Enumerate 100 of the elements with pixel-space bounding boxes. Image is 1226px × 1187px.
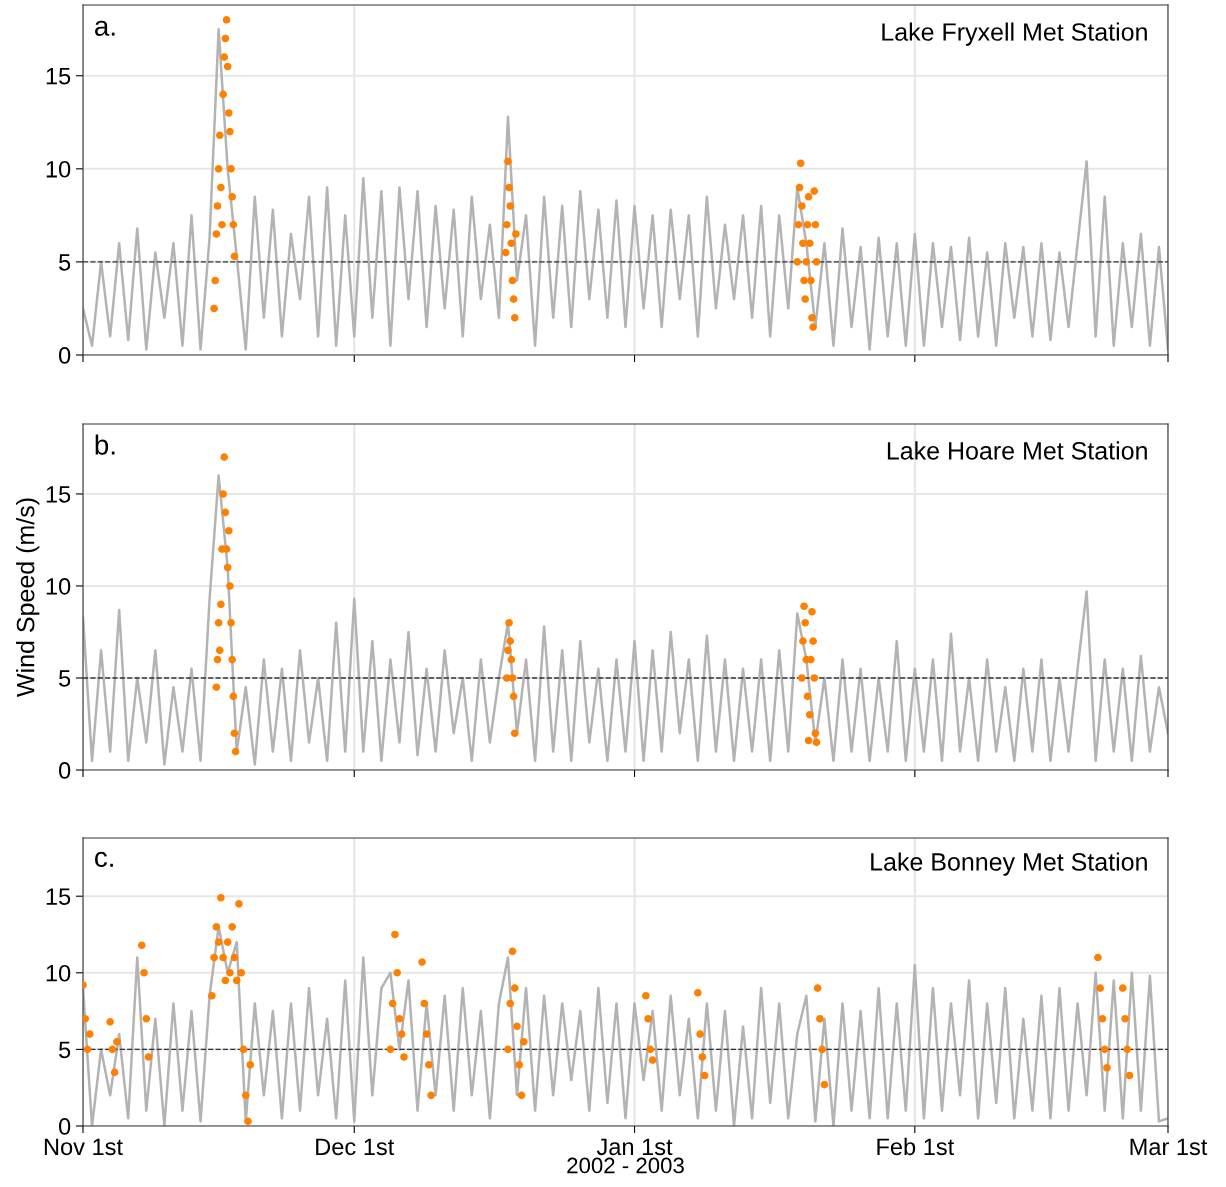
point — [807, 276, 815, 285]
point — [212, 230, 221, 238]
point — [800, 602, 808, 611]
point — [505, 618, 513, 627]
point — [508, 276, 517, 285]
point — [796, 159, 805, 168]
point — [812, 258, 821, 266]
point — [510, 313, 519, 322]
point — [509, 295, 518, 303]
annotation: b. — [95, 434, 115, 455]
point — [798, 202, 806, 210]
y-tick-label: 0 — [58, 1118, 71, 1135]
point — [230, 729, 239, 737]
point — [219, 490, 227, 498]
text: Lake Fryxell Met Station — [882, 22, 1147, 46]
point — [214, 165, 223, 173]
y-tick-label: 10 — [46, 964, 71, 982]
y-tick-label: 15 — [46, 486, 71, 503]
point — [223, 563, 232, 572]
point — [219, 90, 227, 99]
point — [230, 252, 239, 261]
point — [215, 131, 224, 140]
point — [212, 683, 221, 691]
point — [220, 453, 229, 461]
point — [220, 53, 229, 61]
point — [812, 738, 821, 747]
y-axis-title: Wind Speed (m/s) — [16, 498, 40, 697]
line-series — [83, 474, 1168, 766]
point — [795, 183, 804, 192]
point — [809, 637, 817, 645]
y-tick-label: 5 — [59, 1041, 71, 1059]
y-tick-label: 15 — [46, 888, 71, 905]
point — [793, 258, 802, 266]
point — [811, 729, 820, 737]
point — [214, 618, 223, 627]
point — [223, 62, 232, 71]
point — [227, 165, 235, 173]
point — [503, 220, 511, 229]
point — [794, 220, 803, 229]
y-tick-label: 0 — [58, 347, 71, 364]
point — [804, 192, 813, 201]
y-tick-label: 10 — [46, 578, 71, 595]
point — [211, 276, 220, 285]
text: Lake Hoare Met Station — [887, 441, 1147, 460]
point — [510, 729, 519, 737]
point — [801, 618, 810, 627]
point — [504, 646, 512, 655]
x-tick-label: Jan 1st — [596, 1138, 673, 1156]
point — [512, 230, 520, 238]
point — [217, 600, 225, 609]
point — [810, 674, 819, 682]
point — [799, 239, 807, 248]
point — [506, 202, 515, 210]
point — [805, 710, 814, 719]
point — [224, 109, 233, 117]
point — [802, 258, 811, 266]
y-tick-label: 15 — [46, 68, 71, 85]
y-tick-label: 5 — [59, 254, 71, 271]
x-tick-label: Feb 1st — [877, 1137, 955, 1156]
point — [808, 607, 816, 616]
point — [800, 276, 808, 285]
point — [507, 239, 516, 248]
point — [210, 304, 218, 313]
point — [217, 183, 225, 192]
point — [805, 239, 814, 248]
point — [228, 192, 236, 201]
point — [799, 637, 807, 645]
point — [227, 618, 235, 627]
point — [229, 220, 238, 229]
point — [229, 692, 238, 701]
point — [808, 313, 816, 322]
point — [506, 637, 515, 645]
point — [803, 692, 812, 701]
y-tick-label: 0 — [58, 762, 71, 779]
point — [222, 16, 231, 24]
x-tick-label: Mar 1st — [1130, 1138, 1208, 1156]
point — [809, 323, 817, 331]
point — [228, 655, 236, 664]
annotation: a. — [95, 20, 115, 36]
point — [224, 526, 233, 535]
point — [221, 508, 230, 517]
text: Lake Bonney Met Station — [871, 852, 1147, 876]
y-tick-label: 5 — [59, 670, 71, 687]
x-tick-label: Dec 1st — [316, 1138, 395, 1156]
point — [807, 655, 815, 664]
point — [803, 220, 812, 229]
point — [213, 202, 222, 210]
point — [801, 295, 810, 303]
x-axis-title: 2002 - 2003 — [567, 1157, 684, 1174]
point — [231, 747, 240, 756]
point — [218, 220, 226, 229]
annotation: c. — [95, 851, 113, 868]
point — [226, 127, 234, 136]
point — [505, 183, 513, 192]
point — [509, 692, 518, 701]
point — [810, 187, 819, 195]
point — [507, 655, 516, 664]
point — [804, 736, 813, 745]
point — [501, 248, 510, 257]
y-tick-label: 10 — [46, 160, 71, 178]
